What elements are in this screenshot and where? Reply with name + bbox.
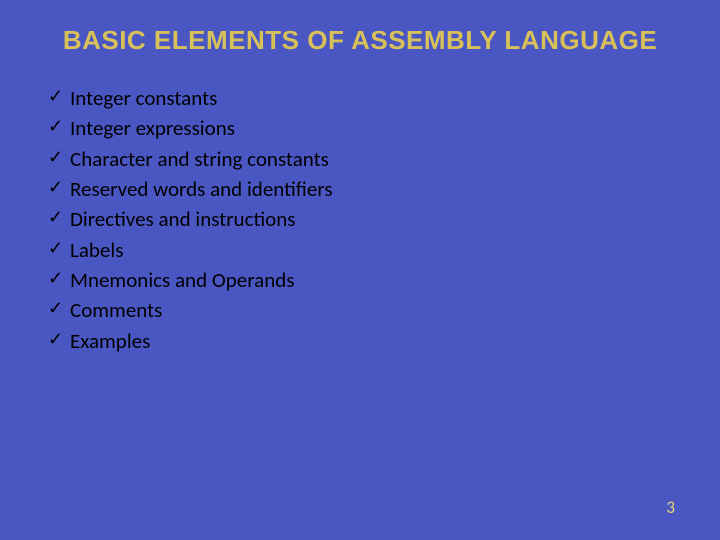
page-number: 3 [666, 497, 675, 518]
list-item: ✓Character and string constants [48, 145, 680, 173]
checkmark-icon: ✓ [48, 84, 70, 108]
bullet-list: ✓Integer constants✓Integer expressions✓C… [40, 84, 680, 355]
checkmark-icon: ✓ [48, 236, 70, 260]
list-item-text: Integer constants [70, 84, 217, 112]
list-item-text: Examples [70, 327, 150, 355]
slide-title: BASIC ELEMENTS OF ASSEMBLY LANGUAGE [40, 25, 680, 56]
checkmark-icon: ✓ [48, 175, 70, 199]
checkmark-icon: ✓ [48, 266, 70, 290]
slide-container: BASIC ELEMENTS OF ASSEMBLY LANGUAGE ✓Int… [0, 0, 720, 540]
list-item-text: Labels [70, 236, 123, 264]
checkmark-icon: ✓ [48, 296, 70, 320]
list-item: ✓Comments [48, 296, 680, 324]
list-item: ✓Mnemonics and Operands [48, 266, 680, 294]
list-item-text: Directives and instructions [70, 205, 296, 233]
checkmark-icon: ✓ [48, 205, 70, 229]
list-item: ✓Integer constants [48, 84, 680, 112]
list-item: ✓Integer expressions [48, 114, 680, 142]
list-item: ✓Examples [48, 327, 680, 355]
list-item: ✓Labels [48, 236, 680, 264]
checkmark-icon: ✓ [48, 145, 70, 169]
checkmark-icon: ✓ [48, 114, 70, 138]
list-item: ✓Reserved words and identifiers [48, 175, 680, 203]
list-item-text: Integer expressions [70, 114, 235, 142]
list-item-text: Comments [70, 296, 162, 324]
list-item-text: Mnemonics and Operands [70, 266, 294, 294]
list-item-text: Character and string constants [70, 145, 329, 173]
checkmark-icon: ✓ [48, 327, 70, 351]
list-item-text: Reserved words and identifiers [70, 175, 333, 203]
list-item: ✓Directives and instructions [48, 205, 680, 233]
